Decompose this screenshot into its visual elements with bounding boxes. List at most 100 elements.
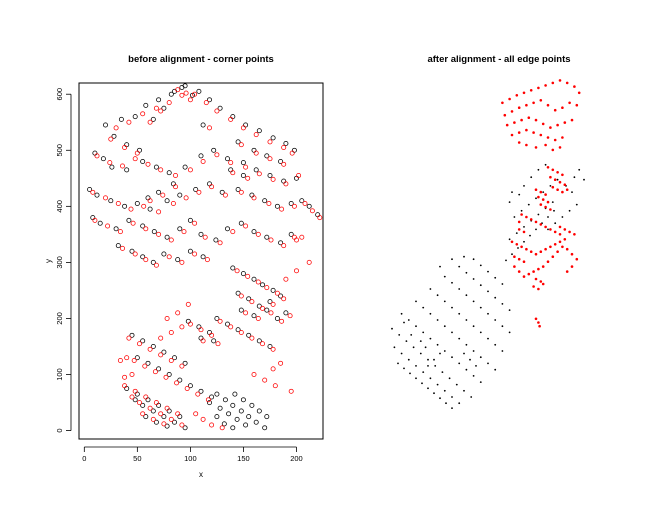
right-point-series-1 bbox=[443, 300, 446, 303]
left-x-axis-label: x bbox=[199, 470, 203, 479]
right-point-series-1 bbox=[451, 396, 453, 398]
right-point-series-1 bbox=[487, 337, 489, 340]
left-point-series-2 bbox=[255, 279, 261, 285]
right-point-series-1 bbox=[544, 163, 547, 166]
left-point-series-2 bbox=[140, 111, 146, 117]
right-point-series-2 bbox=[522, 91, 526, 95]
right-point-series-1 bbox=[422, 371, 425, 373]
left-point-series-2 bbox=[94, 153, 100, 159]
left-point-series-1 bbox=[253, 167, 259, 173]
left-point-series-1 bbox=[179, 85, 185, 90]
left-point-series-1 bbox=[198, 153, 204, 159]
right-point-series-1 bbox=[443, 350, 446, 352]
right-panel: after alignment - all edge points bbox=[391, 54, 585, 409]
right-point-series-1 bbox=[465, 271, 468, 274]
left-point-series-2 bbox=[173, 173, 178, 178]
right-point-series-2 bbox=[558, 233, 562, 236]
left-point-series-2 bbox=[128, 206, 134, 212]
right-point-series-1 bbox=[547, 216, 549, 218]
left-point-series-2 bbox=[129, 394, 135, 400]
right-point-series-2 bbox=[525, 215, 528, 219]
left-point-series-1 bbox=[214, 414, 220, 420]
left-point-series-2 bbox=[192, 91, 198, 97]
left-x-tick-label: 100 bbox=[184, 454, 197, 463]
right-point-series-1 bbox=[448, 377, 451, 380]
right-point-series-1 bbox=[458, 265, 461, 268]
right-point-series-1 bbox=[505, 259, 507, 262]
left-point-series-2 bbox=[168, 330, 174, 335]
left-point-series-2 bbox=[168, 416, 174, 422]
right-point-series-2 bbox=[551, 148, 555, 152]
left-point-series-2 bbox=[137, 341, 142, 347]
right-point-series-1 bbox=[415, 300, 417, 303]
right-point-series-1 bbox=[400, 312, 403, 315]
right-point-series-1 bbox=[427, 358, 429, 361]
left-point-series-1 bbox=[278, 159, 284, 164]
right-point-series-1 bbox=[415, 325, 417, 328]
left-point-series-2 bbox=[147, 405, 153, 411]
right-point-series-2 bbox=[534, 118, 538, 122]
right-point-series-1 bbox=[424, 346, 427, 349]
left-x-tick-label: 0 bbox=[82, 454, 86, 463]
left-point-series-1 bbox=[283, 310, 289, 316]
left-point-series-2 bbox=[253, 132, 259, 138]
right-point-series-1 bbox=[458, 312, 461, 315]
left-point-series-2 bbox=[240, 125, 246, 131]
left-point-series-1 bbox=[274, 203, 280, 209]
right-point-series-1 bbox=[494, 296, 497, 299]
left-point-series-1 bbox=[211, 147, 217, 153]
left-point-series-1 bbox=[140, 254, 146, 260]
left-point-series-1 bbox=[270, 287, 276, 293]
left-point-series-2 bbox=[209, 184, 215, 190]
right-point-series-2 bbox=[513, 265, 516, 268]
right-point-series-1 bbox=[436, 319, 439, 321]
left-point-series-1 bbox=[246, 296, 252, 302]
left-point-series-2 bbox=[120, 163, 125, 169]
left-point-series-2 bbox=[117, 229, 123, 235]
left-point-series-1 bbox=[134, 355, 140, 361]
left-point-series-2 bbox=[279, 318, 285, 324]
right-point-series-1 bbox=[422, 306, 425, 309]
right-point-series-1 bbox=[529, 234, 531, 237]
left-point-series-1 bbox=[262, 198, 268, 204]
left-point-series-1 bbox=[193, 187, 199, 192]
left-point-series-1 bbox=[267, 173, 273, 178]
right-point-series-1 bbox=[422, 331, 425, 334]
right-point-series-1 bbox=[487, 362, 489, 365]
left-point-series-2 bbox=[270, 176, 276, 182]
left-point-series-2 bbox=[129, 372, 135, 377]
left-point-series-1 bbox=[196, 88, 202, 94]
left-point-series-1 bbox=[283, 141, 289, 146]
left-point-series-1 bbox=[209, 394, 215, 400]
left-point-series-2 bbox=[294, 268, 299, 274]
left-point-series-2 bbox=[200, 338, 206, 344]
left-point-series-1 bbox=[249, 402, 255, 408]
left-point-series-2 bbox=[143, 394, 149, 400]
left-point-series-2 bbox=[217, 318, 223, 324]
left-point-series-2 bbox=[243, 310, 249, 316]
right-point-series-2 bbox=[527, 272, 531, 276]
right-point-series-1 bbox=[429, 337, 432, 340]
right-point-series-1 bbox=[575, 203, 578, 206]
right-point-series-1 bbox=[407, 319, 410, 321]
left-point-series-1 bbox=[211, 338, 217, 344]
left-point-series-1 bbox=[217, 405, 223, 411]
left-point-series-2 bbox=[150, 416, 156, 422]
right-point-series-2 bbox=[537, 321, 540, 324]
right-point-series-1 bbox=[409, 372, 411, 375]
right-point-series-2 bbox=[577, 91, 581, 95]
left-point-series-1 bbox=[256, 128, 262, 134]
right-point-series-2 bbox=[568, 230, 571, 234]
right-point-series-1 bbox=[487, 290, 489, 293]
left-point-series-2 bbox=[214, 108, 220, 114]
left-point-series-1 bbox=[100, 156, 106, 162]
right-point-series-1 bbox=[436, 383, 439, 386]
right-point-series-2 bbox=[556, 188, 559, 191]
left-point-series-2 bbox=[260, 341, 265, 347]
left-point-series-2 bbox=[115, 201, 121, 206]
right-point-series-1 bbox=[427, 387, 429, 390]
left-x-axis: 0 50 100 150 200 bbox=[82, 446, 303, 463]
right-point-series-2 bbox=[529, 218, 533, 221]
right-point-series-2 bbox=[539, 190, 543, 194]
left-point-series-2 bbox=[184, 386, 190, 391]
